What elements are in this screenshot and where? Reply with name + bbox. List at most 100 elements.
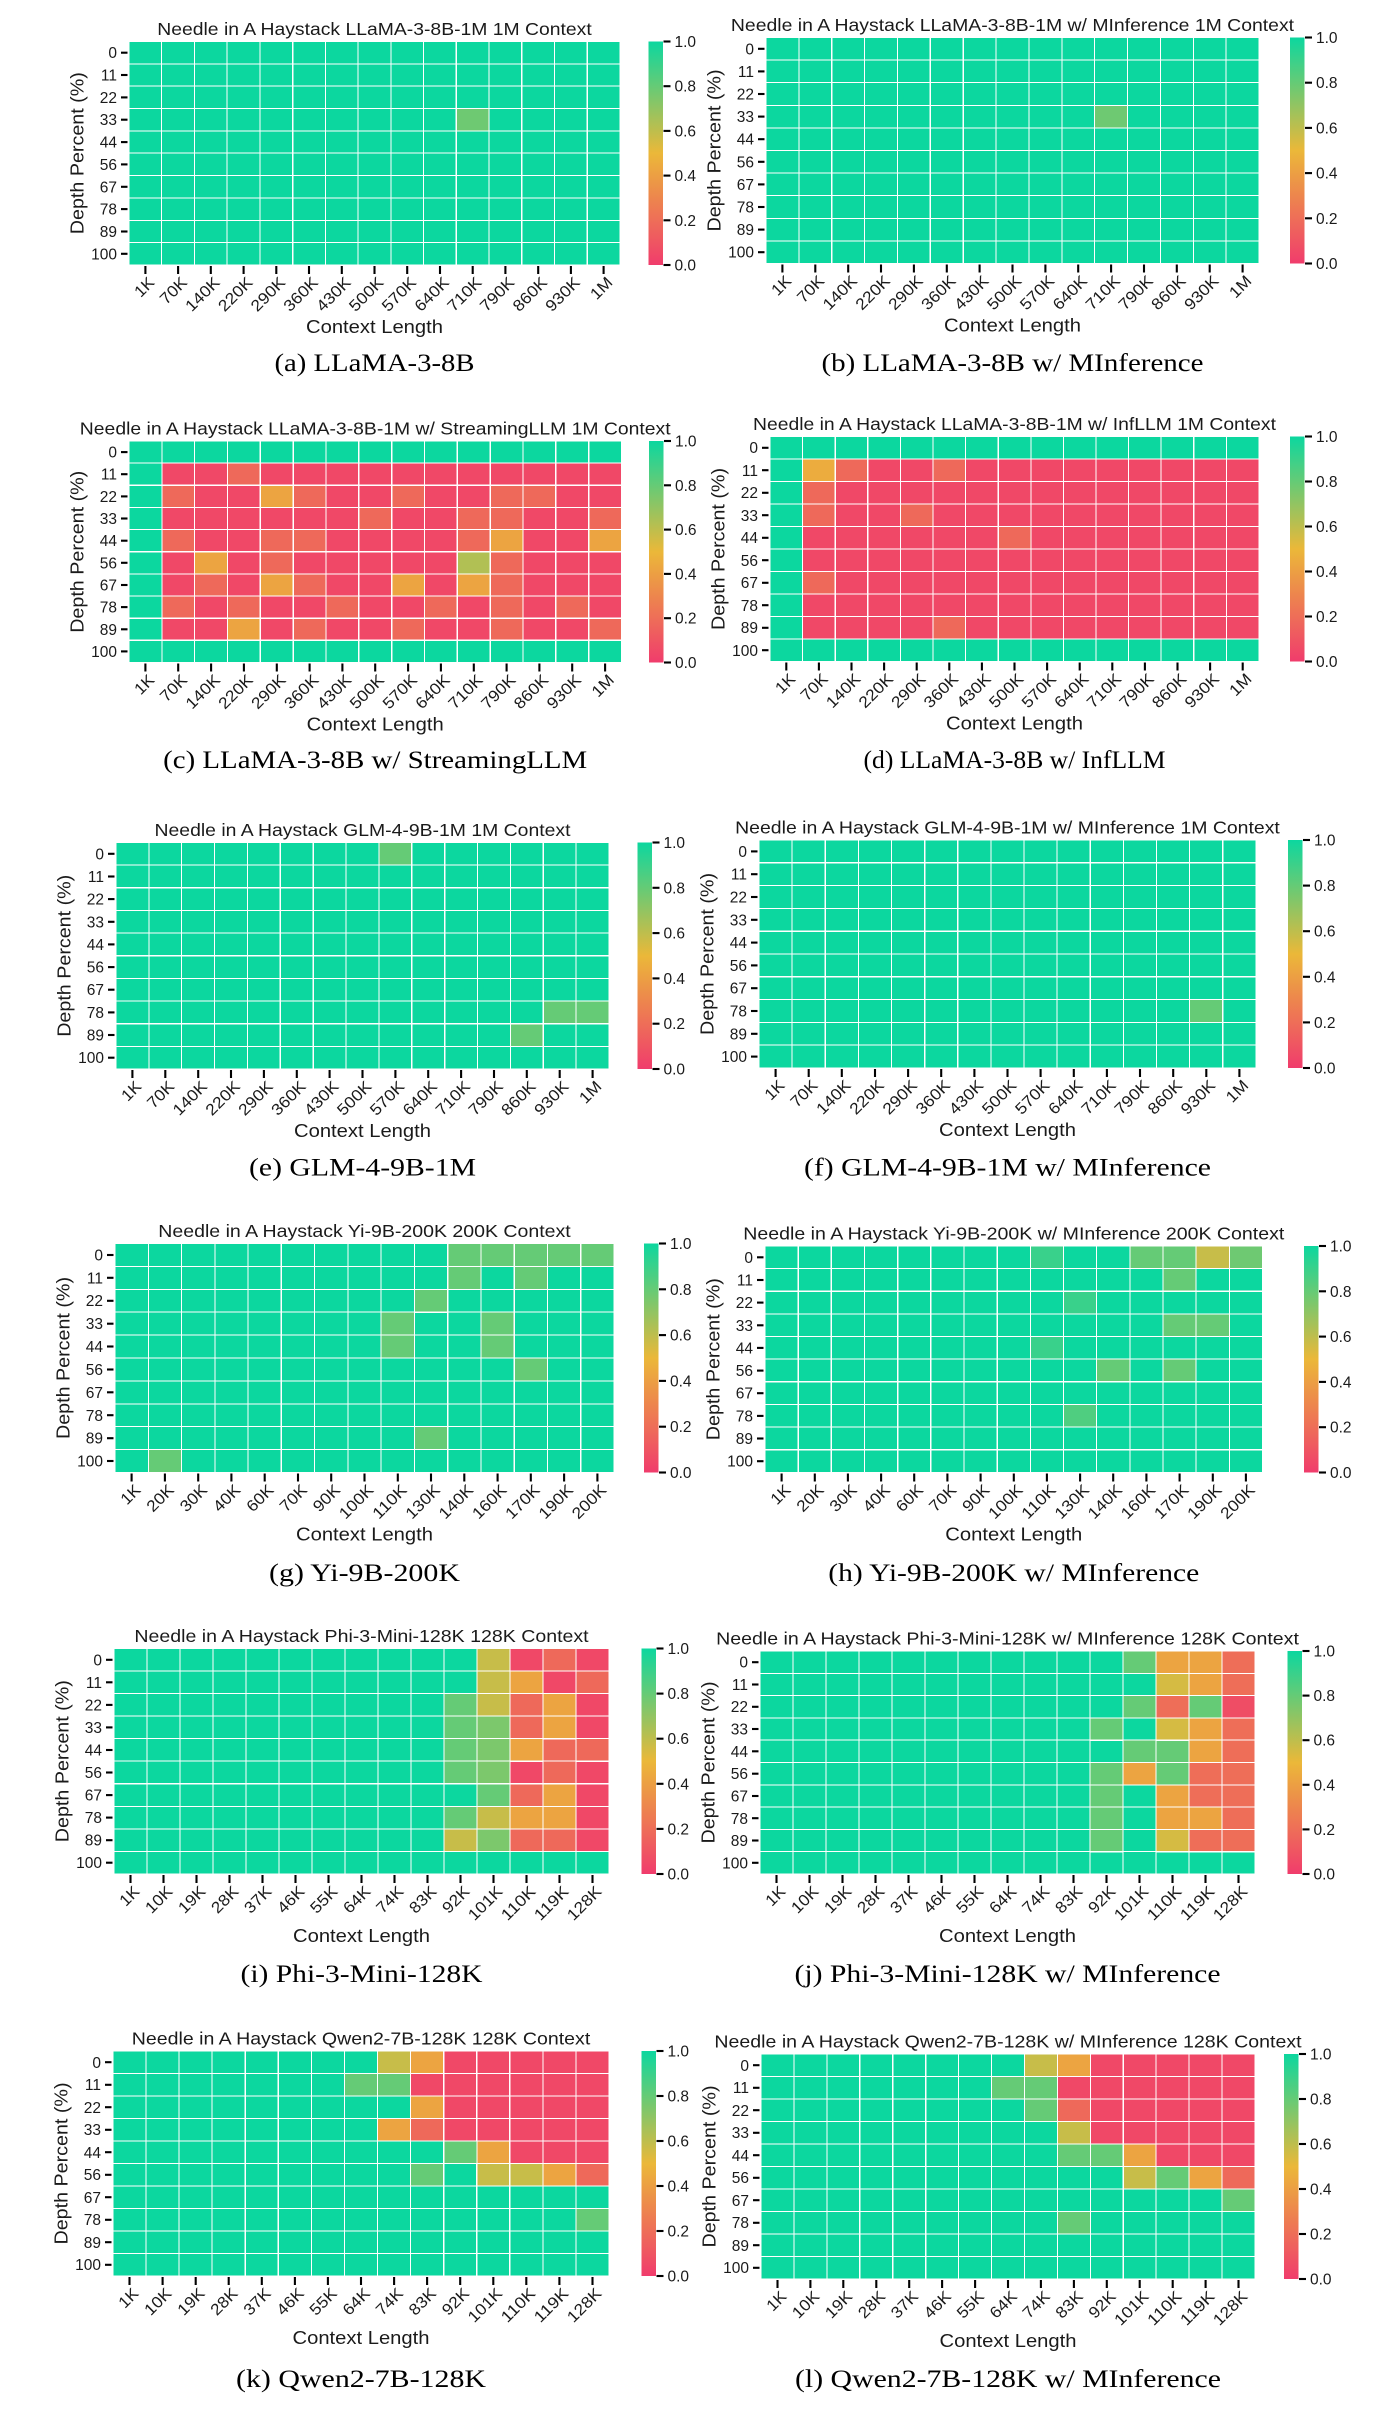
svg-text:44: 44	[87, 937, 105, 954]
svg-text:89: 89	[737, 222, 754, 239]
svg-text:Needle in A Haystack Qwen2-7B-: Needle in A Haystack Qwen2-7B-128K 128K …	[132, 2029, 591, 2049]
svg-text:56: 56	[84, 2167, 101, 2184]
svg-text:Context Length: Context Length	[293, 2328, 430, 2348]
svg-text:89: 89	[741, 620, 758, 637]
svg-text:56: 56	[732, 2170, 749, 2187]
svg-text:67: 67	[85, 1788, 102, 1805]
svg-text:Context Length: Context Length	[294, 1121, 431, 1141]
svg-text:67: 67	[84, 2190, 101, 2207]
svg-text:100: 100	[78, 1050, 104, 1067]
svg-text:33: 33	[732, 2125, 749, 2142]
svg-text:0.8: 0.8	[675, 478, 697, 495]
svg-text:0.6: 0.6	[668, 1731, 690, 1748]
svg-text:89: 89	[730, 1026, 747, 1043]
svg-text:56: 56	[100, 157, 117, 174]
svg-text:67: 67	[730, 981, 747, 998]
svg-text:11: 11	[101, 68, 117, 85]
svg-text:56: 56	[737, 154, 754, 171]
svg-text:67: 67	[731, 1789, 748, 1806]
svg-text:0.0: 0.0	[1316, 256, 1338, 273]
svg-text:11: 11	[738, 64, 754, 81]
svg-text:11: 11	[742, 463, 758, 480]
svg-text:(f) GLM-4-9B-1M w/ MInference: (f) GLM-4-9B-1M w/ MInference	[804, 1155, 1211, 1182]
svg-text:33: 33	[100, 511, 117, 528]
svg-text:Depth Percent (%): Depth Percent (%)	[54, 1277, 74, 1439]
svg-text:1.0: 1.0	[670, 1236, 692, 1253]
svg-text:11: 11	[86, 1675, 102, 1692]
svg-text:1.0: 1.0	[668, 2044, 690, 2061]
svg-text:0: 0	[749, 440, 758, 457]
svg-text:0: 0	[95, 846, 104, 863]
svg-text:0.8: 0.8	[1314, 878, 1336, 895]
svg-text:0.6: 0.6	[1314, 924, 1336, 941]
svg-text:0.2: 0.2	[1316, 211, 1338, 228]
svg-text:89: 89	[100, 224, 117, 241]
svg-text:78: 78	[85, 1810, 102, 1827]
svg-text:78: 78	[87, 1005, 104, 1022]
svg-text:11: 11	[737, 1273, 753, 1290]
svg-text:0.4: 0.4	[664, 971, 686, 988]
svg-text:33: 33	[731, 1722, 748, 1739]
svg-text:0.0: 0.0	[1316, 654, 1338, 671]
svg-text:0.4: 0.4	[675, 168, 697, 185]
svg-text:0.2: 0.2	[1310, 2227, 1332, 2244]
svg-text:0.6: 0.6	[675, 522, 697, 539]
svg-text:22: 22	[730, 890, 747, 907]
svg-text:89: 89	[736, 1431, 753, 1448]
svg-text:56: 56	[100, 555, 117, 572]
svg-text:78: 78	[736, 1408, 753, 1425]
svg-text:0.4: 0.4	[1310, 2182, 1332, 2199]
svg-text:56: 56	[736, 1363, 753, 1380]
svg-text:89: 89	[731, 1833, 748, 1850]
svg-text:0.6: 0.6	[1310, 2137, 1332, 2154]
svg-text:Depth Percent (%): Depth Percent (%)	[700, 2086, 720, 2248]
svg-text:0.8: 0.8	[1316, 75, 1338, 92]
svg-text:22: 22	[100, 90, 117, 107]
svg-text:1.0: 1.0	[675, 434, 697, 451]
svg-text:67: 67	[100, 578, 117, 595]
svg-text:78: 78	[730, 1004, 747, 1021]
svg-text:0.2: 0.2	[1316, 609, 1338, 626]
svg-text:0.8: 0.8	[664, 880, 686, 897]
svg-text:Needle in A Haystack LLaMA-3-8: Needle in A Haystack LLaMA-3-8B-1M 1M Co…	[157, 19, 592, 39]
svg-text:0.0: 0.0	[1330, 1465, 1352, 1482]
svg-text:0.2: 0.2	[675, 611, 697, 628]
svg-text:44: 44	[85, 1743, 103, 1760]
svg-text:22: 22	[736, 1295, 753, 1312]
svg-text:89: 89	[732, 2238, 749, 2255]
svg-text:Needle in A Haystack LLaMA-3-8: Needle in A Haystack LLaMA-3-8B-1M w/ In…	[753, 414, 1276, 434]
svg-text:0.8: 0.8	[1316, 474, 1338, 491]
svg-text:11: 11	[85, 2077, 101, 2094]
svg-text:56: 56	[741, 553, 758, 570]
svg-text:0.6: 0.6	[1330, 1329, 1352, 1346]
svg-text:Needle in A Haystack GLM-4-9B-: Needle in A Haystack GLM-4-9B-1M w/ MInf…	[735, 818, 1280, 838]
svg-text:11: 11	[101, 467, 117, 484]
svg-text:0.0: 0.0	[675, 258, 697, 275]
svg-text:44: 44	[730, 935, 748, 952]
svg-text:44: 44	[737, 132, 755, 149]
svg-text:Context Length: Context Length	[939, 1120, 1076, 1140]
svg-text:0.8: 0.8	[670, 1282, 692, 1299]
svg-text:1.0: 1.0	[1330, 1239, 1352, 1256]
svg-text:0.0: 0.0	[670, 1465, 692, 1482]
svg-text:22: 22	[84, 2100, 101, 2117]
svg-text:1.0: 1.0	[1314, 833, 1336, 850]
svg-text:0.6: 0.6	[1316, 120, 1338, 137]
svg-text:0.4: 0.4	[1316, 564, 1338, 581]
svg-text:0.8: 0.8	[1310, 2092, 1332, 2109]
svg-text:67: 67	[100, 179, 117, 196]
svg-text:89: 89	[100, 622, 117, 639]
svg-text:(l) Qwen2-7B-128K w/ MInferenc: (l) Qwen2-7B-128K w/ MInference	[795, 2366, 1221, 2393]
svg-text:0.6: 0.6	[1316, 519, 1338, 536]
svg-text:89: 89	[86, 1431, 103, 1448]
svg-text:Context Length: Context Length	[940, 2331, 1077, 2351]
svg-text:0.8: 0.8	[1314, 1688, 1336, 1705]
svg-text:67: 67	[741, 575, 758, 592]
svg-text:78: 78	[84, 2212, 101, 2229]
svg-text:11: 11	[731, 867, 747, 884]
svg-text:Context Length: Context Length	[944, 316, 1081, 336]
svg-text:Needle in A Haystack Phi-3-Min: Needle in A Haystack Phi-3-Mini-128K w/ …	[716, 1629, 1299, 1649]
svg-text:0: 0	[738, 844, 747, 861]
svg-text:22: 22	[737, 87, 754, 104]
svg-text:33: 33	[86, 1316, 103, 1333]
